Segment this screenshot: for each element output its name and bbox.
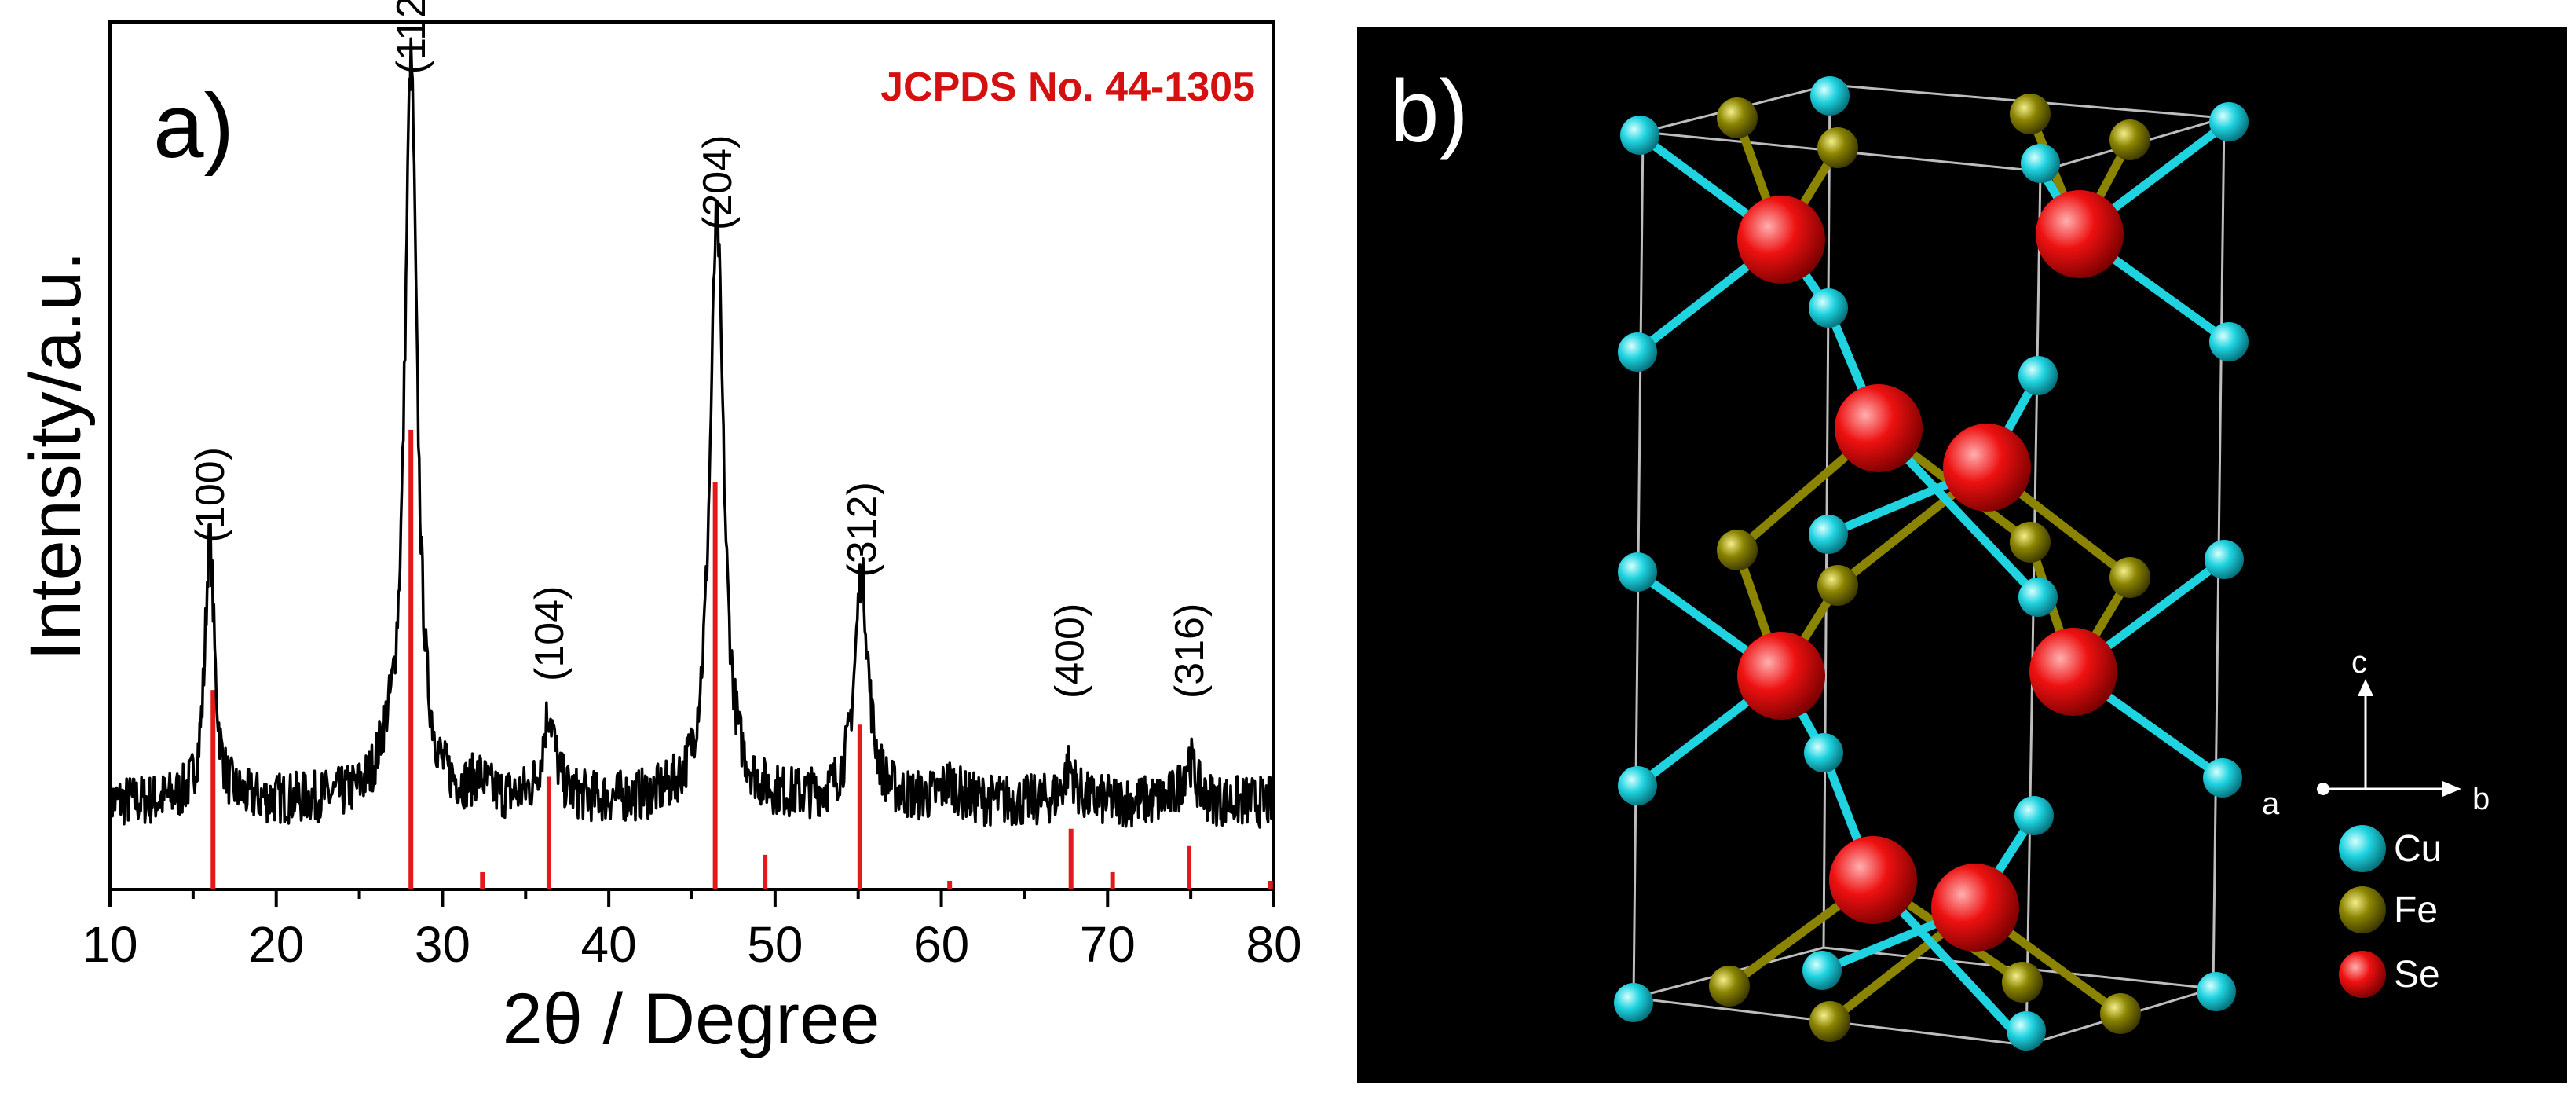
fe-atom [2109, 119, 2150, 160]
legend-cu-label: Cu [2394, 828, 2442, 870]
legend-cu-swatch [2339, 825, 2386, 872]
cu-atom [2209, 322, 2249, 361]
fe-atom [2002, 962, 2043, 1003]
x-axis-title: 2θ / Degree [503, 979, 880, 1059]
peak-annotations: (100) (112) (104) (204) (312) (400) (316) [188, 0, 1213, 698]
cu-atom [2018, 578, 2058, 617]
y-axis-title: Intensity/a.u. [16, 251, 96, 661]
fe-atom [2109, 557, 2150, 598]
x-tick-label: 60 [913, 916, 969, 973]
crystal-structure-panel: b) c a b Cu Fe Se [1357, 28, 2567, 1083]
cu-atom [1618, 552, 1657, 592]
cu-atom [1810, 76, 1850, 116]
panel-a-label: a) [153, 75, 234, 177]
peak-annotation: (100) [188, 447, 233, 542]
cu-atom [2203, 758, 2242, 798]
xrd-chart-panel: 10 20 30 40 50 60 70 80 (100) (112) (104) (204) (31… [16, 0, 1302, 1059]
cu-atom [1620, 116, 1659, 155]
element-legend: Cu Fe Se [2339, 825, 2442, 998]
legend-fe-label: Fe [2394, 889, 2438, 931]
cu-atom [1618, 332, 1657, 372]
x-tick-label: 80 [1246, 916, 1301, 973]
fe-atom [1817, 565, 1858, 606]
cu-atom [1804, 733, 1843, 772]
panel-b-label: b) [1390, 62, 1469, 160]
se-atom [2036, 190, 2124, 278]
fe-atoms [1709, 94, 2150, 1042]
cu-atom [1809, 515, 1848, 554]
x-tick-label: 20 [248, 916, 304, 973]
axis-label-c: c [2351, 645, 2367, 680]
cu-atom [2021, 144, 2060, 183]
se-atom [1829, 836, 1917, 924]
se-atom [1737, 632, 1825, 720]
cu-atom [1802, 951, 1842, 990]
x-tick-label: 10 [82, 916, 137, 973]
fe-atom [1809, 1001, 1850, 1042]
cu-atom [2209, 102, 2249, 141]
fe-atom [2010, 94, 2051, 134]
peak-annotation: (104) [527, 586, 573, 681]
peak-annotation: (316) [1167, 603, 1213, 698]
cu-atom [2007, 1011, 2046, 1050]
fe-atom [1817, 127, 1858, 168]
cu-atom [2014, 796, 2054, 835]
plot-frame [108, 20, 1275, 891]
reference-label: JCPDS No. 44-1305 [880, 64, 1255, 110]
se-atom [1737, 196, 1825, 284]
cu-atom [2018, 356, 2058, 395]
peak-annotation: (204) [695, 135, 741, 230]
x-axis-ticks: 10 20 30 40 50 60 70 80 [82, 889, 1302, 973]
se-atoms [1737, 190, 2124, 952]
axis-indicator: c a b [2262, 645, 2490, 821]
legend-se-swatch [2339, 951, 2386, 998]
fe-atom [1717, 530, 1758, 570]
se-atom [1835, 384, 1923, 472]
reference-sticks [210, 429, 1273, 889]
se-atom [2029, 628, 2117, 716]
xrd-pattern-line [108, 37, 1275, 829]
peak-annotation: (400) [1048, 603, 1093, 698]
fe-atom [1709, 966, 1750, 1006]
x-tick-label: 50 [747, 916, 803, 973]
x-tick-label: 30 [415, 916, 470, 973]
se-atom [1931, 864, 2019, 952]
axis-label-b: b [2472, 782, 2490, 816]
cu-atom [1614, 983, 1653, 1022]
cu-atom [1618, 766, 1657, 805]
x-tick-label: 70 [1080, 916, 1136, 973]
fe-atom [1717, 97, 1758, 138]
se-atom [1943, 424, 2031, 512]
cu-atom [1809, 288, 1848, 328]
peak-annotation: (312) [840, 482, 885, 577]
legend-fe-swatch [2339, 886, 2386, 933]
cu-atoms [1614, 76, 2249, 1050]
fe-atom [2100, 993, 2141, 1034]
cu-atom [2205, 540, 2244, 579]
peak-annotation: (112) [389, 0, 434, 74]
fe-atom [2010, 522, 2051, 563]
legend-se-label: Se [2394, 954, 2440, 996]
x-tick-label: 40 [581, 916, 637, 973]
axis-label-a: a [2262, 786, 2280, 821]
cu-atom [2197, 972, 2236, 1011]
